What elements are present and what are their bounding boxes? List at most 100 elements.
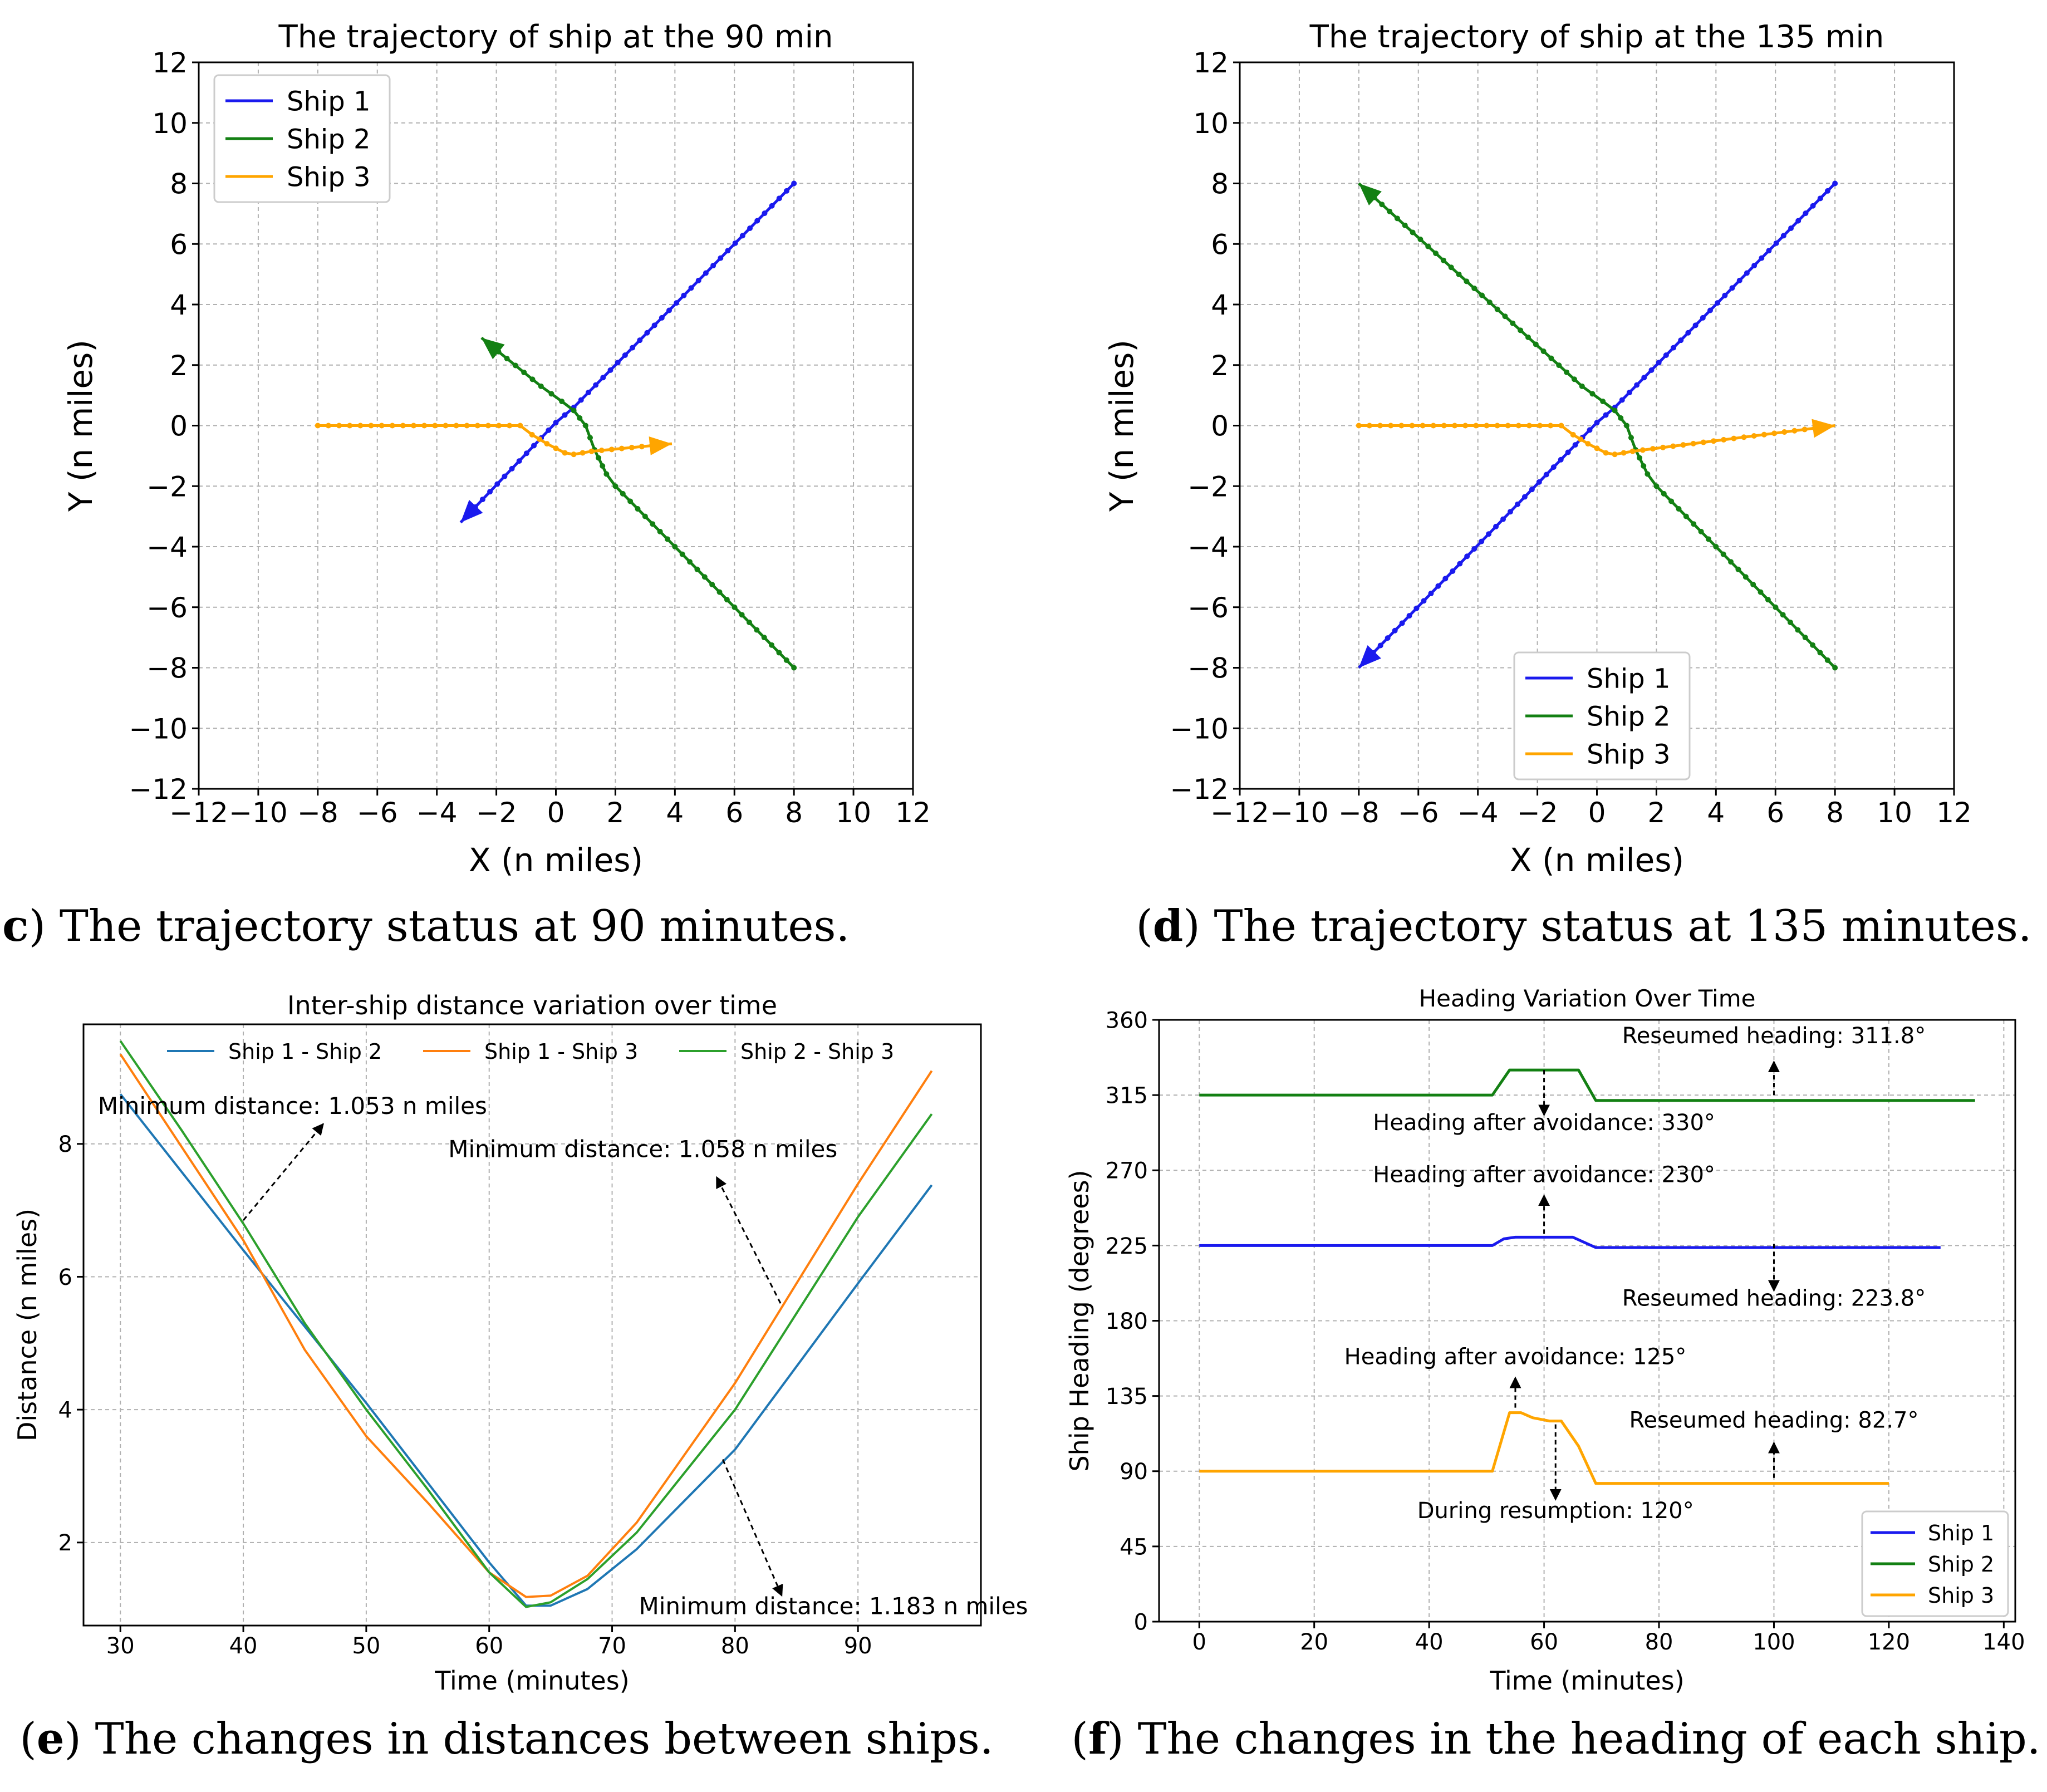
trajectory-point bbox=[1486, 531, 1492, 537]
y-tick-label: 270 bbox=[1106, 1158, 1148, 1184]
x-tick-label: −8 bbox=[1338, 797, 1380, 829]
panel-e: 30 40 50 60 70 80 90 2 4 6 8 Inter-ship distance va… bbox=[12, 990, 1028, 1696]
y-tick-label: 10 bbox=[152, 107, 188, 140]
trajectory-point bbox=[620, 490, 626, 497]
annotation-label: Reseumed heading: 82.7° bbox=[1629, 1408, 1918, 1433]
trajectory-point bbox=[1452, 423, 1458, 429]
trajectory-point bbox=[1637, 455, 1643, 461]
trajectory-point bbox=[479, 497, 485, 503]
trajectory-point bbox=[517, 423, 523, 429]
trajectory-point bbox=[562, 450, 568, 456]
legend-label: Ship 2 bbox=[287, 124, 371, 155]
x-axis-label: Time (minutes) bbox=[1489, 1666, 1684, 1696]
trajectory-point bbox=[379, 423, 385, 429]
trajectory-point bbox=[1795, 218, 1801, 224]
x-tick-label: 40 bbox=[1415, 1629, 1444, 1655]
trajectory-point bbox=[546, 427, 552, 433]
heading-line bbox=[1199, 1068, 1975, 1102]
x-tick-label: −6 bbox=[357, 797, 398, 829]
trajectory-point bbox=[1700, 315, 1706, 321]
trajectory-point bbox=[1479, 292, 1485, 298]
trajectory-point bbox=[1766, 248, 1772, 254]
direction-arrow bbox=[1358, 183, 1382, 205]
trajectory-point bbox=[1572, 442, 1578, 448]
x-tick-label: 80 bbox=[1645, 1629, 1673, 1655]
trajectory-point bbox=[1587, 427, 1593, 433]
trajectory-point bbox=[1736, 277, 1742, 283]
legend-label: Ship 1 bbox=[1587, 663, 1671, 694]
trajectory-point bbox=[1612, 451, 1618, 458]
trajectory-point bbox=[496, 423, 502, 429]
trajectory-point bbox=[1626, 390, 1632, 396]
trajectory-point bbox=[487, 489, 493, 495]
y-tick-label: 135 bbox=[1106, 1384, 1148, 1410]
trajectory-point bbox=[627, 498, 634, 504]
trajectory-point bbox=[791, 180, 797, 186]
x-tick-label: 60 bbox=[1530, 1629, 1558, 1655]
x-axis-label: Time (minutes) bbox=[434, 1666, 629, 1696]
trajectory-point bbox=[1435, 583, 1441, 589]
trajectory-point bbox=[1761, 431, 1767, 438]
y-axis-label: Y (n miles) bbox=[1103, 340, 1141, 512]
y-tick-label: 4 bbox=[58, 1398, 72, 1423]
trajectory-point bbox=[529, 376, 536, 382]
trajectory-point bbox=[1385, 635, 1391, 641]
x-tick-label: 140 bbox=[1982, 1629, 2025, 1655]
trajectory-point bbox=[1486, 300, 1493, 306]
trajectory-point bbox=[644, 330, 650, 336]
trajectory-point bbox=[1680, 442, 1686, 448]
legend-label: Ship 1 bbox=[287, 86, 371, 117]
trajectory-line bbox=[317, 424, 672, 456]
y-tick-label: 90 bbox=[1120, 1459, 1148, 1485]
trajectory-point bbox=[411, 423, 417, 429]
x-tick-label: 50 bbox=[352, 1633, 380, 1659]
trajectory-point bbox=[531, 443, 537, 449]
annotation-label: Heading after avoidance: 230° bbox=[1373, 1162, 1715, 1187]
trajectory-point bbox=[1471, 546, 1477, 552]
trajectory-point bbox=[1479, 538, 1485, 544]
x-tick-label: 10 bbox=[1877, 797, 1912, 829]
trajectory-point bbox=[1525, 334, 1531, 340]
x-axis-label: X (n miles) bbox=[1510, 841, 1684, 879]
caption-f: (f) The changes in the heading of each s… bbox=[1071, 1714, 2040, 1764]
trajectory-point bbox=[732, 240, 738, 246]
trajectory-point bbox=[1494, 306, 1500, 312]
trajectory-point bbox=[1464, 553, 1470, 559]
chart-title: Inter-ship distance variation over time bbox=[287, 990, 777, 1020]
trajectory-point bbox=[1410, 229, 1416, 235]
trajectory-point bbox=[1398, 423, 1405, 429]
y-axis-label: Ship Heading (degrees) bbox=[1064, 1170, 1094, 1471]
trajectory-point bbox=[1379, 202, 1385, 208]
trajectory-point bbox=[516, 458, 522, 464]
trajectory-point bbox=[1707, 307, 1713, 313]
x-tick-label: −8 bbox=[297, 797, 338, 829]
legend: Ship 1 Ship 2 Ship 3 bbox=[1861, 1510, 2009, 1617]
trajectory-point bbox=[1639, 447, 1646, 453]
x-tick-label: −12 bbox=[169, 797, 228, 829]
trajectory-point bbox=[622, 352, 628, 358]
legend-frame bbox=[1861, 1510, 2009, 1617]
x-tick-label: 90 bbox=[844, 1633, 872, 1659]
trajectory-point bbox=[577, 415, 583, 421]
trajectory-point bbox=[1500, 516, 1506, 522]
trajectory-point bbox=[1663, 352, 1669, 358]
y-tick-label: −10 bbox=[1170, 713, 1229, 745]
direction-arrow bbox=[460, 499, 483, 523]
trajectory-point bbox=[615, 360, 621, 366]
trajectory-point bbox=[1690, 440, 1696, 446]
trajectory-point bbox=[453, 423, 459, 429]
trajectory-point bbox=[544, 441, 550, 447]
trajectory-point bbox=[553, 445, 559, 451]
caption-e: (e) The changes in distances between shi… bbox=[19, 1714, 993, 1764]
trajectory-point bbox=[1824, 188, 1830, 194]
trajectory-point bbox=[688, 285, 694, 291]
x-tick-label: 0 bbox=[1192, 1629, 1206, 1655]
x-tick-label: 4 bbox=[1707, 797, 1725, 829]
trajectory-point bbox=[1456, 271, 1462, 277]
trajectory-point bbox=[1388, 423, 1394, 429]
trajectory-point bbox=[783, 657, 789, 663]
trajectory-point bbox=[1510, 320, 1516, 326]
trajectory-point bbox=[659, 315, 665, 321]
y-tick-label: 315 bbox=[1106, 1083, 1148, 1109]
annotation-label: Heading after avoidance: 330° bbox=[1373, 1110, 1715, 1136]
